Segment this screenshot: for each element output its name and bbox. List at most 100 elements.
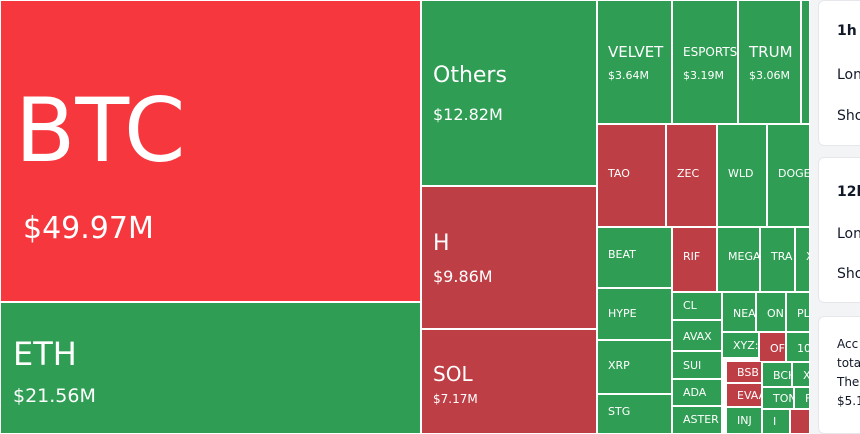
tile-doge[interactable]: DOGE [767,124,810,227]
card-long-label: Lon [837,226,860,242]
card-short-label: Sho [837,108,860,124]
tile-symbol: HYPE [608,307,637,320]
tile-symbol: EVAA [737,389,761,402]
tile-symbol: PL [797,307,810,320]
tile-symbol: XRP [608,359,630,372]
tile-pl[interactable]: PL [786,292,810,332]
tile-10[interactable]: 10 [786,332,810,362]
tile-eth[interactable]: ETH $21.56M [0,302,421,434]
tile-of[interactable]: OF [759,332,786,362]
tile-symbol: BEAT [608,248,636,261]
tile-beat[interactable]: BEAT [597,227,672,288]
tile-symbol: TAO [608,167,630,180]
tile-mega[interactable]: MEGA [717,227,760,292]
tile-symbol: BCH [773,369,791,382]
tile-symbol: Others [433,63,507,88]
tile-symbol: RIF [683,250,701,263]
tile-ton[interactable]: TON [762,387,794,409]
tile-cl[interactable]: CL [672,292,722,320]
tile-value: $3.06M [749,69,790,82]
tile-symbol: I [773,415,777,428]
tile-symbol: ETH [13,335,77,373]
tile-red-small[interactable] [790,409,810,434]
card-title: 1h [837,23,857,39]
tile-velvet[interactable]: VELVET $3.64M [597,0,672,124]
tile-f[interactable]: F [794,387,810,409]
note-text: Acc tota The $5.1 [837,337,860,408]
tile-others[interactable]: Others $12.82M [421,0,597,186]
tile-stg[interactable]: STG [597,394,672,434]
tile-symbol: DOGE [778,167,810,180]
tile-extra-top[interactable] [801,0,810,124]
tile-value: $9.86M [433,267,493,286]
tile-ada[interactable]: ADA [672,379,722,406]
tile-trump[interactable]: TRUM $3.06M [738,0,801,124]
tile-near[interactable]: NEA [722,292,756,332]
tile-symbol: NEA [733,307,756,320]
tile-hype[interactable]: HYPE [597,288,672,340]
tile-symbol: ADA [683,386,707,399]
tile-symbol: XYZ: [733,339,759,352]
tile-x-1[interactable]: X [795,227,810,292]
card-title: 12h [837,184,860,200]
tile-symbol: CL [683,299,697,312]
tile-symbol: X [806,250,809,263]
tile-symbol: H [433,231,450,256]
tile-symbol: ASTER [683,413,719,426]
tile-tao[interactable]: TAO [597,124,666,227]
tile-aster[interactable]: ASTER [672,406,722,434]
tile-evaa[interactable]: EVAA [726,383,762,407]
tile-ondo[interactable]: ON [756,292,786,332]
tile-symbol: TRUM [749,43,793,61]
tile-symbol: BSB [737,366,759,379]
tile-symbol: ON [767,307,784,320]
tile-symbol: ESPORTS [683,45,738,59]
tile-symbol: AVAX [683,330,712,343]
tile-value: $7.17M [433,392,478,406]
tile-value: $49.97M [23,211,154,246]
tile-symbol: SUI [683,359,702,372]
tile-symbol: F [805,392,809,405]
tile-symbol: BTC [15,79,186,182]
tile-i[interactable]: I [762,409,790,434]
tile-symbol: X [803,369,810,382]
tile-symbol: WLD [728,167,754,180]
tile-inj[interactable]: INJ [726,407,762,434]
summary-card-12h: 12h Lon Sho [818,157,860,303]
tile-avax[interactable]: AVAX [672,320,722,351]
tile-value: $3.64M [608,69,649,82]
tile-symbol: 10 [797,342,810,355]
tile-bsb[interactable]: BSB [726,361,762,383]
tile-symbol: STG [608,405,631,418]
tile-zec[interactable]: ZEC [666,124,717,227]
tile-h[interactable]: H $9.86M [421,186,597,329]
tile-x-2[interactable]: X [792,362,810,387]
tile-symbol: INJ [737,414,752,427]
tile-sui[interactable]: SUI [672,351,722,379]
tile-symbol: SOL [433,362,473,386]
tile-symbol: MEGA [728,250,760,263]
summary-card-note: Acc tota The $5.1 [818,316,860,434]
tile-btc[interactable]: BTC $49.97M [0,0,421,302]
tile-symbol: OF [770,342,785,355]
tile-bch[interactable]: BCH [762,362,792,387]
tile-symbol: VELVET [608,43,664,61]
tile-symbol: TON [773,392,793,405]
tile-esports[interactable]: ESPORTS $3.19M [672,0,738,124]
card-long-label: Lon [837,67,860,83]
tile-symbol: ZEC [677,167,700,180]
tile-tra[interactable]: TRA [760,227,795,292]
tile-wld[interactable]: WLD [717,124,767,227]
tile-rif[interactable]: RIF [672,227,717,292]
tile-xrp[interactable]: XRP [597,340,672,394]
tile-symbol: TRA [771,250,793,263]
summary-card-1h: 1h Lon Sho [818,0,860,146]
tile-sol[interactable]: SOL $7.17M [421,329,597,434]
tile-value: $3.19M [683,69,724,82]
tile-value: $12.82M [433,105,503,124]
tile-xyz[interactable]: XYZ: [722,332,759,358]
tile-value: $21.56M [13,385,96,407]
side-panel: 1h Lon Sho 12h Lon Sho Acc tota The $5.1 [818,0,860,434]
card-short-label: Sho [837,266,860,282]
